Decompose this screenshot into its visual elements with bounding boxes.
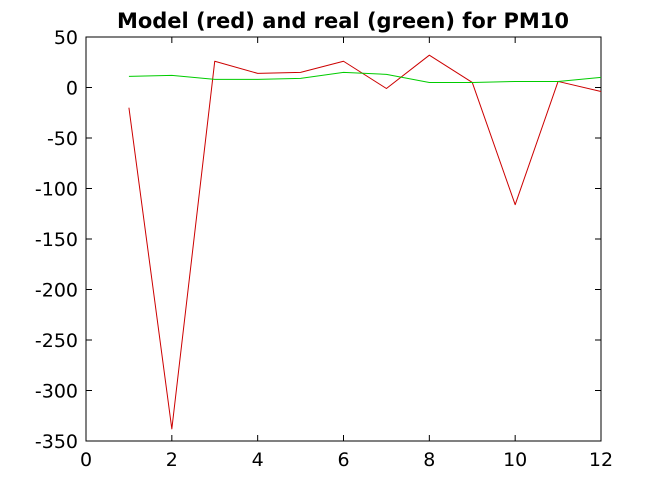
y-tick-label: -300: [35, 381, 78, 403]
y-tick-label: -350: [35, 431, 78, 453]
plot-area: 0 2 4 6 8 10 12 50 0 -50 -100 -150 -200 -250 -300 -350: [35, 27, 613, 471]
x-tick-label: 10: [503, 449, 527, 471]
x-tick-label: 4: [252, 449, 264, 471]
series-line-real: [128, 71, 602, 83]
y-tick-label: -150: [35, 229, 78, 251]
y-tick-label: -50: [47, 128, 78, 150]
y-tick-label: 0: [66, 78, 78, 100]
y-tick-label: 50: [54, 27, 78, 49]
y-tick-label: -100: [35, 179, 78, 201]
y-tick-label: -200: [35, 280, 78, 302]
chart-title: Model (red) and real (green) for PM10: [117, 9, 569, 33]
series-line-model: [128, 54, 602, 430]
x-tick-label: 6: [337, 449, 349, 471]
y-tick-label: -250: [35, 330, 78, 352]
x-tick-label: 8: [423, 449, 435, 471]
plot-frame: [85, 36, 602, 442]
x-tick-label: 12: [589, 449, 613, 471]
x-tick-label: 2: [166, 449, 178, 471]
x-tick-label: 0: [80, 449, 92, 471]
